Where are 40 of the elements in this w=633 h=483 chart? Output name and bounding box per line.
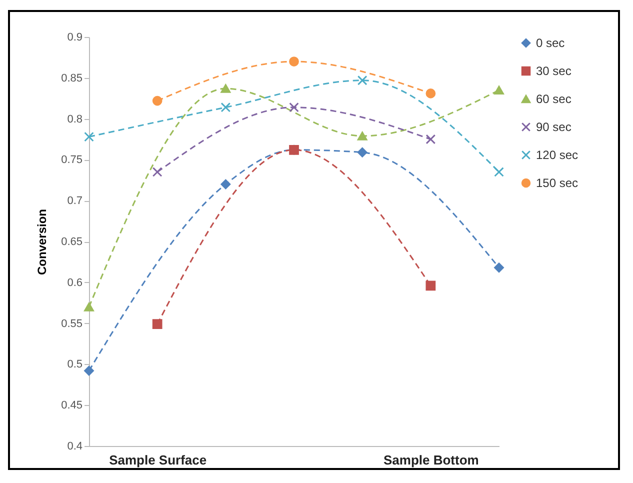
x-tick-label: Sample Bottom bbox=[383, 452, 479, 468]
legend-label: 150 sec bbox=[536, 176, 578, 190]
y-tick-label: 0.6 bbox=[67, 276, 82, 289]
legend-label: 30 sec bbox=[536, 64, 572, 78]
legend-label: 0 sec bbox=[536, 36, 565, 50]
point bbox=[220, 102, 231, 112]
point bbox=[84, 302, 94, 312]
x-tick-label: Sample Surface bbox=[109, 452, 207, 468]
y-tick-label: 0.8 bbox=[67, 113, 82, 126]
y-tick-label: 0.85 bbox=[61, 72, 82, 84]
y-tick-label: 0.55 bbox=[61, 318, 82, 330]
point bbox=[426, 280, 436, 291]
point bbox=[494, 262, 504, 273]
point bbox=[357, 75, 368, 86]
point bbox=[220, 84, 231, 93]
point bbox=[152, 319, 162, 330]
legend-label: 90 sec bbox=[536, 120, 572, 134]
point bbox=[152, 96, 162, 106]
point bbox=[357, 132, 368, 140]
point bbox=[84, 366, 94, 376]
y-axis-title: Conversion bbox=[35, 208, 50, 276]
point bbox=[426, 134, 436, 144]
y-tick-label: 0.65 bbox=[61, 236, 82, 248]
y-tick-label: 0.5 bbox=[67, 358, 82, 371]
y-tick-label: 0.75 bbox=[61, 154, 82, 166]
point bbox=[84, 132, 94, 142]
point bbox=[494, 167, 504, 177]
y-tick-label: 0.4 bbox=[67, 440, 82, 452]
y-tick-label: 0.9 bbox=[67, 32, 82, 44]
point bbox=[289, 56, 299, 66]
y-tick-label: 0.7 bbox=[67, 195, 82, 208]
legend-label: 120 sec bbox=[536, 148, 578, 162]
y-tick-label: 0.45 bbox=[61, 400, 82, 412]
point bbox=[426, 88, 436, 98]
point bbox=[289, 102, 299, 112]
point bbox=[494, 86, 504, 95]
legend-label: 60 sec bbox=[536, 92, 572, 106]
point bbox=[220, 179, 231, 190]
point bbox=[152, 167, 162, 177]
point bbox=[357, 147, 368, 158]
